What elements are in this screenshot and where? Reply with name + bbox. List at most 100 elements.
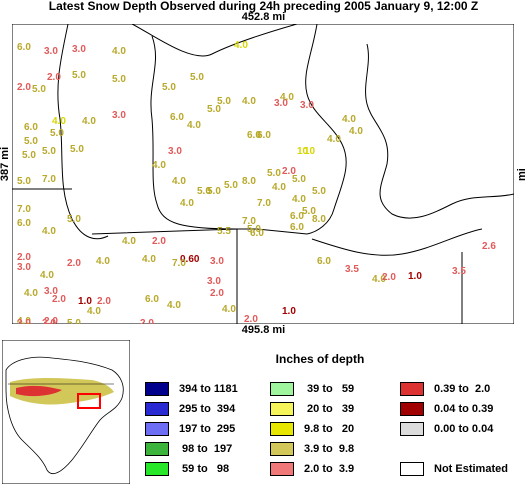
bottom-distance-label: 495.8 mi [241, 324, 286, 336]
legend-label: 0.00 to 0.04 [434, 423, 494, 435]
legend-swatch [270, 422, 294, 436]
observation-value: 6.0 [247, 130, 261, 141]
observation-value: 2.0 [47, 72, 61, 83]
legend-swatch [270, 382, 294, 396]
legend-item: 0.39 to 2.0 [400, 381, 490, 397]
observation-value: 3.0 [207, 276, 221, 287]
observation-value: 5.0 [67, 214, 81, 225]
legend-swatch [400, 382, 424, 396]
observation-value: 2.0 [97, 296, 111, 307]
legend-label: 295 to 394 [179, 403, 236, 415]
observation-value: 6.0 [17, 218, 31, 229]
observation-value: 4.0 [222, 304, 236, 315]
observation-value: 5.0 [22, 150, 36, 161]
michigan-lower-peninsula-outline [150, 35, 308, 235]
snow-depth-map: 6.0 3.0 3.0 4.04.02.0 5.02.0 5.0 5.05.05.05.0 4… [12, 24, 514, 324]
top-distance-label: 452.8 mi [241, 11, 286, 23]
observation-value: 5.0 [50, 128, 64, 139]
observation-value: 10 [297, 146, 309, 157]
legend-item: 39 to 59 [270, 381, 354, 397]
observation-value: 4.0 [40, 270, 54, 281]
legend-label: 0.04 to 0.39 [434, 403, 494, 415]
observation-value: 4.0 [180, 198, 194, 209]
observation-value: 4.0 [272, 182, 286, 193]
observation-value: 3.0 [17, 262, 31, 273]
legend-swatch [145, 402, 169, 416]
lake-michigan-shoreline [57, 24, 109, 240]
observation-value: 4.0 [292, 194, 306, 205]
observation-value: 3.0 [300, 100, 314, 111]
observation-value: 4.0 [172, 176, 186, 187]
legend-swatch [145, 422, 169, 436]
legend-label: 2.0 to 3.9 [304, 463, 355, 475]
observation-value: 5.0 [70, 144, 84, 155]
legend-item: 59 to 98 [145, 461, 229, 477]
legend-item: 3.9 to 9.8 [270, 441, 354, 457]
observation-values: 6.0 3.0 3.0 4.04.02.0 5.02.0 5.0 5.05.05.05.0 4… [17, 40, 496, 324]
observation-value: 4.0 [82, 116, 96, 127]
michigan-upper-peninsula-outline [131, 24, 298, 57]
observation-value: 3.5 [452, 266, 466, 277]
observation-value: 5.0 [162, 82, 176, 93]
observation-value: 5.0 [67, 318, 81, 324]
observation-value: 4.0 [52, 116, 66, 127]
observation-value: 0.60 [180, 254, 200, 265]
observation-value: 4.0 [187, 120, 201, 131]
observation-value: 7.0 [42, 174, 56, 185]
legend-item: 0.00 to 0.04 [400, 421, 493, 437]
observation-value: 5.0 [224, 180, 238, 191]
observation-value: 6.0 [145, 294, 159, 305]
observation-value: 4.0 [280, 92, 294, 103]
legend-label: 394 to 1181 [179, 383, 238, 395]
observation-value: 2.0 [67, 258, 81, 269]
observation-value: 4.0 [87, 306, 101, 317]
observation-value: 2.0 [140, 318, 154, 324]
observation-value: 2.0 [244, 314, 258, 324]
state-boundary-indiana [91, 228, 238, 324]
legend-label: 20 to 39 [304, 403, 355, 415]
locator-inset-map [2, 340, 130, 484]
observation-value: 4.0 [42, 226, 56, 237]
legend-label: 9.8 to 20 [304, 423, 355, 435]
legend-item: 0.04 to 0.39 [400, 401, 493, 417]
observation-value: 5.0 [17, 176, 31, 187]
observation-value: 3.0 [44, 286, 58, 297]
legend-label: 98 to 197 [179, 443, 233, 455]
legend-label: 0.39 to 2.0 [434, 383, 491, 395]
observation-value: 4.0 [152, 160, 166, 171]
observation-value: 2.0 [210, 288, 224, 299]
left-distance-label: 387 mi [0, 146, 12, 182]
observation-value: 4.0 [167, 300, 181, 311]
legend-item: 394 to 1181 [145, 381, 238, 397]
observation-value: 7.0 [17, 204, 31, 215]
observation-value: 4.0 [122, 236, 136, 247]
legend-item: 98 to 197 [145, 441, 232, 457]
lake-huron-shoreline [305, 24, 347, 235]
snow-cover-heavy [16, 385, 62, 397]
observation-value: 6.0 [250, 228, 264, 239]
observation-value: 5.0 [247, 224, 261, 235]
observation-value: 4.0 [372, 274, 386, 285]
observation-value: 4.0 [349, 126, 363, 137]
observation-value: 6.0 [170, 112, 184, 123]
observation-value: 10 [304, 146, 316, 157]
observation-value: 5.0 [312, 186, 326, 197]
map-title: Latest Snow Depth Observed during 24h pr… [48, 0, 479, 13]
observation-value: 5.0 [292, 174, 306, 185]
observation-value: 4.0 [17, 316, 31, 324]
legend-title: Inches of depth [275, 352, 365, 366]
legend-swatch [400, 462, 424, 476]
lake-erie-shoreline [311, 228, 483, 256]
observation-value: 3.0 [44, 46, 58, 57]
observation-value: 1.0 [78, 296, 92, 307]
observation-value: 1.0 [282, 306, 296, 317]
observation-value: 4.0 [242, 96, 256, 107]
legend-swatch [270, 442, 294, 456]
observation-value: 4.0 [96, 256, 110, 267]
legend-item: 20 to 39 [270, 401, 354, 417]
observation-value: 6.0 [24, 122, 38, 133]
legend-swatch [145, 382, 169, 396]
observation-value: 8.0 [312, 214, 326, 225]
legend-label: 39 to 59 [304, 383, 355, 395]
observation-value: 4.0 [24, 288, 38, 299]
